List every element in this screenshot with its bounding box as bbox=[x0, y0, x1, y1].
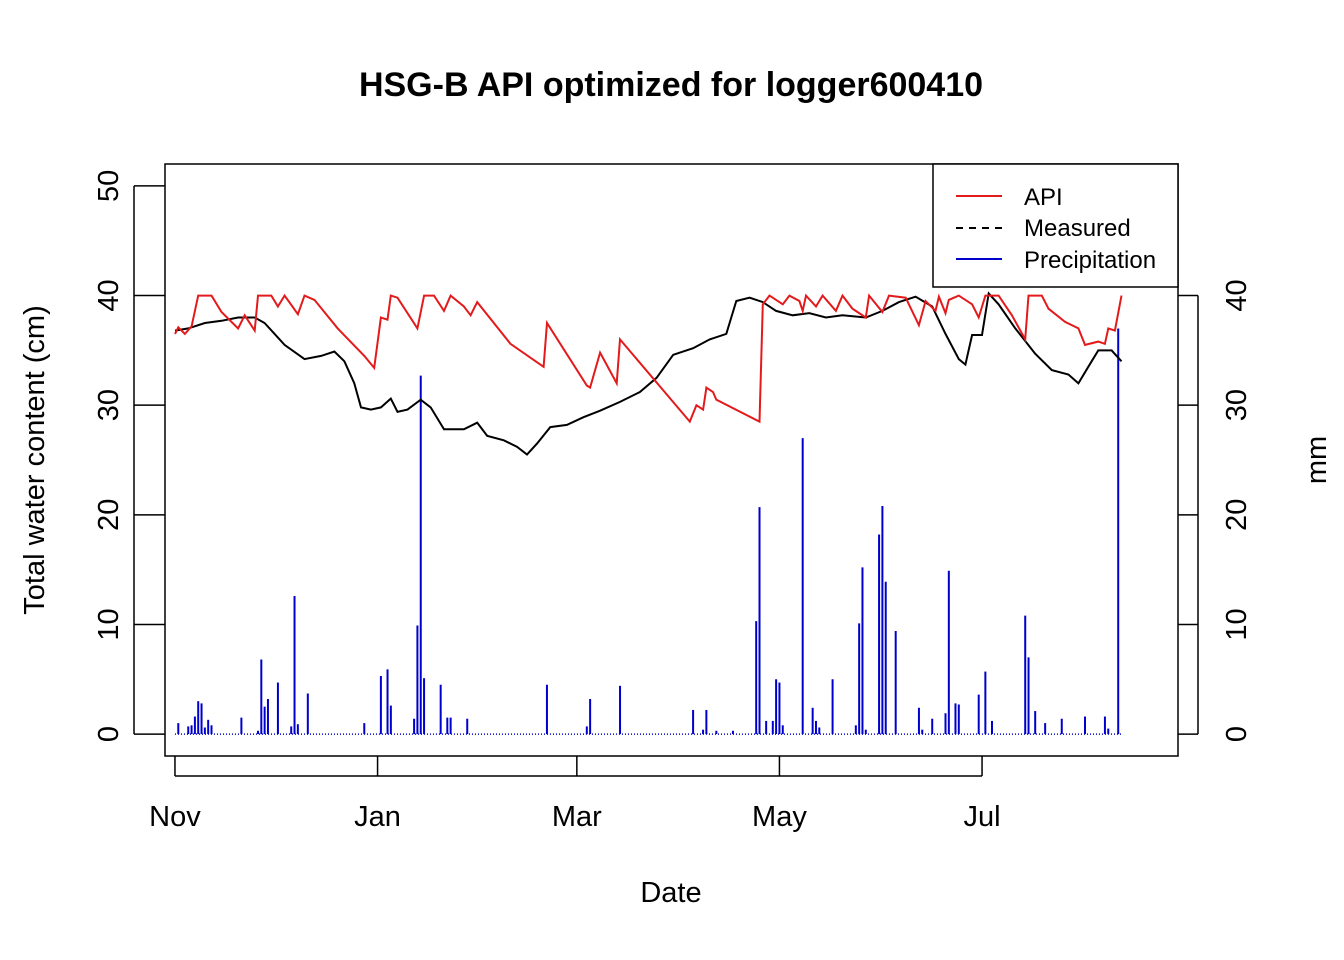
y-tick-label: 50 bbox=[93, 170, 125, 202]
y-tick-label: 10 bbox=[93, 608, 125, 640]
x-axis: Nov Jan Mar May Jul bbox=[149, 756, 1001, 833]
x-axis-label: Date bbox=[640, 877, 701, 909]
precipitation-bars bbox=[174, 328, 1122, 735]
x-tick-label: Jan bbox=[354, 801, 401, 833]
measured-series-line bbox=[174, 291, 1123, 456]
y-axis-left: 0 10 20 30 40 50 bbox=[93, 170, 165, 742]
legend-box bbox=[932, 163, 1179, 288]
legend: API Measured Precipitation bbox=[932, 163, 1179, 288]
legend-label-measured: Measured bbox=[1024, 215, 1131, 242]
y2-tick-label: 0 bbox=[1221, 726, 1253, 742]
y2-tick-label: 10 bbox=[1221, 608, 1253, 640]
y2-tick-label: 30 bbox=[1221, 389, 1253, 421]
y-tick-label: 20 bbox=[93, 499, 125, 531]
y2-tick-label: 40 bbox=[1221, 279, 1253, 311]
x-tick-label: May bbox=[752, 801, 807, 833]
x-tick-label: Mar bbox=[552, 801, 602, 833]
legend-label-api: API bbox=[1024, 184, 1063, 211]
x-tick-label: Nov bbox=[149, 801, 201, 833]
y-axis-right: 0 10 20 30 40 bbox=[1178, 279, 1253, 742]
x-tick-label: Jul bbox=[964, 801, 1001, 833]
y-tick-label: 30 bbox=[93, 389, 125, 421]
api-series-line bbox=[174, 293, 1123, 424]
y2-axis-label: mm bbox=[1301, 436, 1333, 484]
y-axis-label: Total water content (cm) bbox=[19, 305, 51, 614]
plot-frame bbox=[164, 163, 1179, 757]
chart-title: HSG-B API optimized for logger600410 bbox=[359, 66, 983, 104]
y-tick-label: 40 bbox=[93, 279, 125, 311]
y-tick-label: 0 bbox=[93, 726, 125, 742]
y2-tick-label: 20 bbox=[1221, 499, 1253, 531]
legend-label-precipitation: Precipitation bbox=[1024, 247, 1156, 274]
